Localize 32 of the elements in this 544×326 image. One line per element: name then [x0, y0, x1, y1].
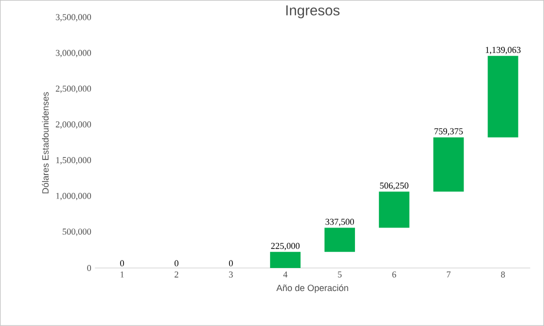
data-label: 1,139,063 [486, 46, 521, 54]
x-tick-label: 3 [229, 272, 233, 278]
data-label: 0 [229, 260, 233, 266]
bar [378, 192, 410, 228]
chart-title: Ingresos [286, 5, 340, 18]
bar [324, 228, 355, 252]
bar [488, 56, 518, 138]
y-tick-label: 3,500,000 [56, 14, 92, 22]
data-label: 225,000 [271, 242, 300, 250]
bar [270, 252, 301, 268]
data-label: 337,500 [326, 218, 354, 226]
data-label: 0 [120, 260, 124, 266]
y-tick-label: 3,000,000 [56, 50, 92, 58]
x-tick-label: 7 [446, 272, 451, 278]
y-tick-label: 2,500,000 [56, 86, 92, 94]
x-tick-label: 4 [283, 272, 288, 278]
y-tick-label: 1,000,000 [56, 192, 92, 200]
x-tick-label: 8 [501, 272, 505, 278]
y-tick-label: 500,000 [62, 228, 92, 236]
x-tick-label: 5 [338, 272, 342, 278]
x-tick-label: 6 [392, 272, 396, 278]
data-label: 506,250 [380, 182, 408, 190]
y-tick-label: 0 [87, 265, 92, 272]
x-axis-title: Año de Operación [276, 284, 348, 293]
data-label: 0 [174, 260, 178, 266]
y-tick-label: 1,500,000 [56, 157, 92, 165]
y-tick-label: 2,000,000 [56, 121, 92, 129]
bar [433, 137, 464, 192]
x-tick-label: 2 [174, 272, 178, 278]
y-axis-title: Dólares Estadounidenses [42, 92, 49, 194]
x-tick-label: 1 [120, 272, 124, 278]
data-label: 759,375 [434, 128, 463, 136]
